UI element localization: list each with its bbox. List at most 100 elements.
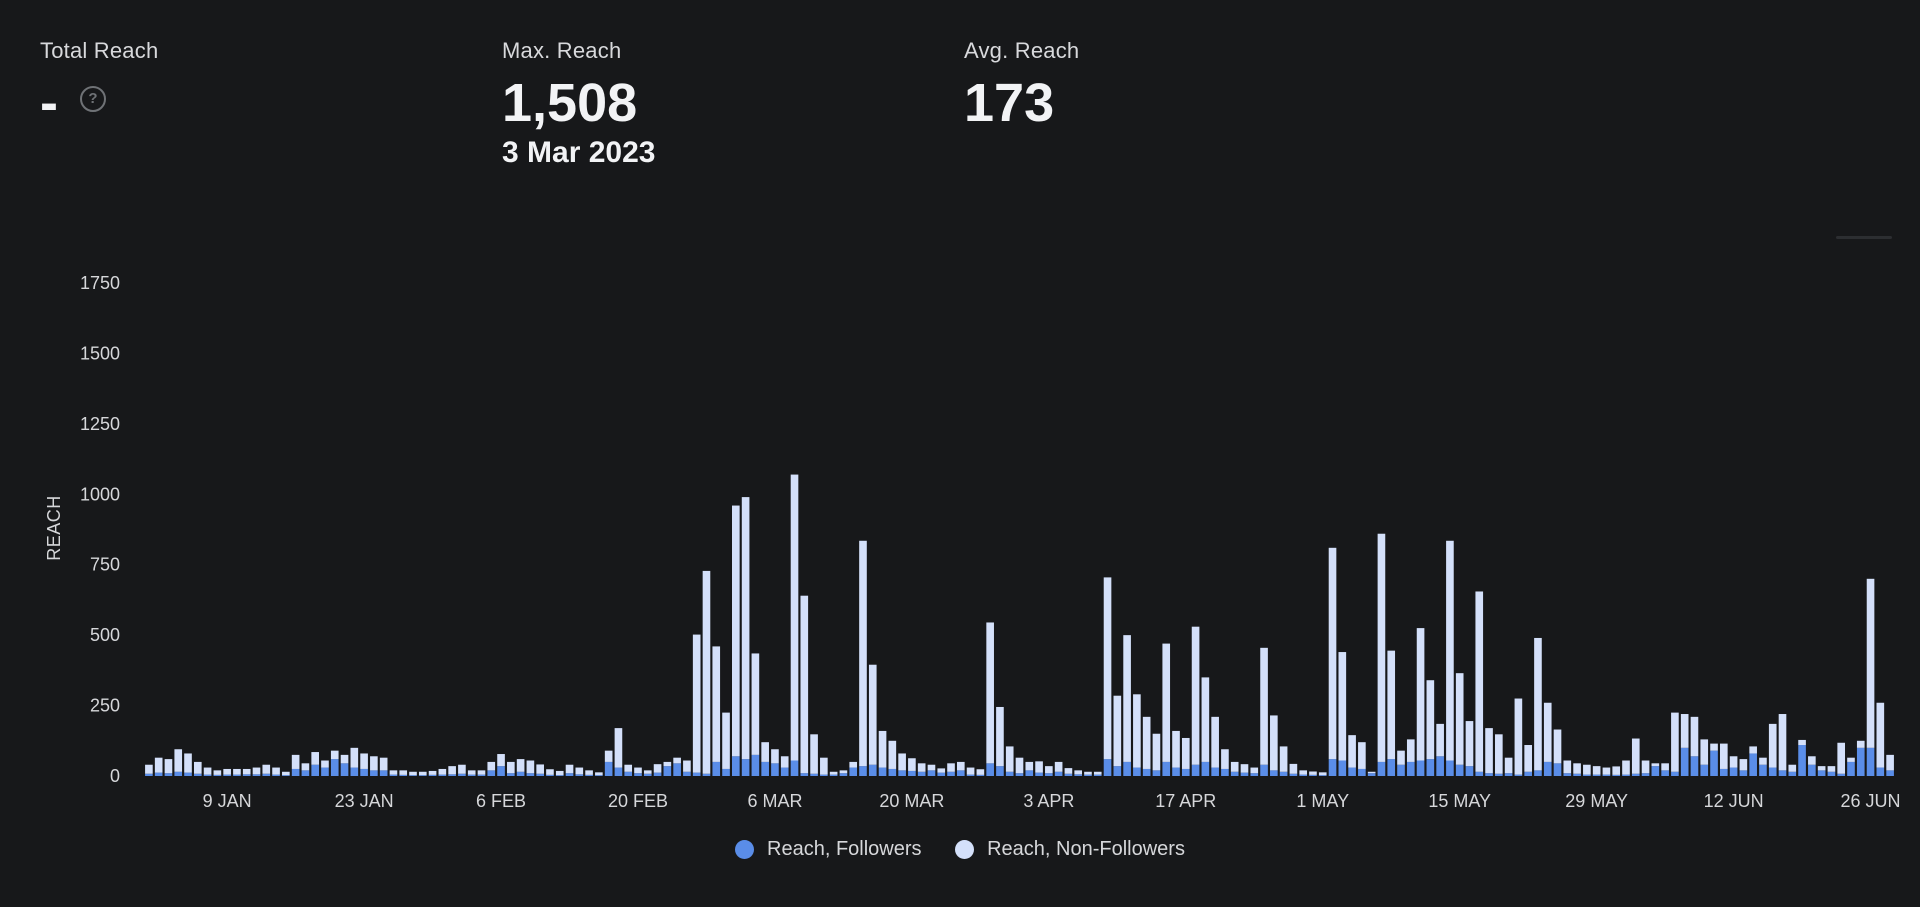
bar-non-followers[interactable] — [193, 761, 202, 774]
bar-non-followers[interactable] — [1348, 735, 1356, 768]
bar-followers[interactable] — [624, 771, 633, 776]
bar-followers[interactable] — [1504, 773, 1513, 776]
bar-non-followers[interactable] — [399, 770, 408, 775]
bar-non-followers[interactable] — [1671, 712, 1679, 772]
bar-non-followers[interactable] — [174, 749, 183, 772]
bar-non-followers[interactable] — [409, 771, 417, 776]
bar-non-followers[interactable] — [673, 757, 681, 764]
bar-followers[interactable] — [1270, 770, 1278, 776]
bar-non-followers[interactable] — [741, 497, 750, 760]
bar-followers[interactable] — [340, 763, 349, 776]
bar-followers[interactable] — [252, 774, 261, 776]
bar-non-followers[interactable] — [1054, 761, 1063, 772]
bar-non-followers[interactable] — [1025, 761, 1034, 771]
bar-followers[interactable] — [370, 770, 378, 776]
bar-followers[interactable] — [1837, 773, 1846, 776]
bar-followers[interactable] — [1015, 773, 1024, 776]
bar-non-followers[interactable] — [1798, 739, 1806, 746]
bar-followers[interactable] — [956, 770, 965, 776]
bar-non-followers[interactable] — [653, 764, 662, 773]
bar-non-followers[interactable] — [996, 706, 1004, 767]
bar-non-followers[interactable] — [1759, 757, 1767, 765]
bar-non-followers[interactable] — [1005, 746, 1014, 772]
bar-followers[interactable] — [1700, 764, 1709, 776]
bar-non-followers[interactable] — [1475, 591, 1484, 772]
bar-followers[interactable] — [790, 760, 799, 776]
bar-followers[interactable] — [722, 768, 730, 776]
bar-non-followers[interactable] — [438, 768, 447, 775]
bar-followers[interactable] — [1406, 761, 1415, 776]
bar-non-followers[interactable] — [702, 570, 711, 774]
bar-non-followers[interactable] — [986, 622, 994, 764]
bar-followers[interactable] — [1211, 767, 1219, 776]
bar-non-followers[interactable] — [624, 764, 633, 772]
bar-non-followers[interactable] — [1817, 766, 1826, 771]
bar-followers[interactable] — [1455, 764, 1464, 776]
bar-followers[interactable] — [780, 767, 789, 776]
bar-followers[interactable] — [634, 773, 642, 776]
bar-non-followers[interactable] — [751, 653, 760, 755]
bar-non-followers[interactable] — [966, 767, 975, 775]
bar-followers[interactable] — [1035, 772, 1043, 776]
bar-followers[interactable] — [546, 774, 554, 776]
bar-followers[interactable] — [350, 767, 359, 776]
bar-non-followers[interactable] — [1318, 772, 1327, 776]
bar-followers[interactable] — [428, 774, 437, 776]
bar-non-followers[interactable] — [1690, 716, 1699, 757]
bar-followers[interactable] — [908, 770, 916, 776]
bar-followers[interactable] — [409, 775, 417, 776]
bar-non-followers[interactable] — [1035, 761, 1043, 773]
bar-followers[interactable] — [604, 761, 613, 776]
bar-followers[interactable] — [820, 774, 828, 776]
bar-non-followers[interactable] — [340, 754, 349, 764]
bar-non-followers[interactable] — [829, 771, 838, 775]
bar-non-followers[interactable] — [917, 763, 926, 772]
bar-non-followers[interactable] — [282, 771, 290, 776]
bar-non-followers[interactable] — [859, 540, 867, 767]
bar-followers[interactable] — [1093, 774, 1102, 776]
bar-followers[interactable] — [1720, 768, 1728, 776]
bar-non-followers[interactable] — [780, 756, 789, 768]
bar-non-followers[interactable] — [330, 750, 339, 760]
bar-non-followers[interactable] — [262, 764, 271, 774]
bar-non-followers[interactable] — [1162, 643, 1171, 762]
bar-followers[interactable] — [868, 764, 877, 776]
bar-non-followers[interactable] — [1367, 771, 1376, 774]
bar-non-followers[interactable] — [1524, 745, 1532, 772]
bar-followers[interactable] — [1661, 770, 1669, 776]
bar-followers[interactable] — [1856, 747, 1865, 776]
bar-followers[interactable] — [418, 775, 427, 776]
bar-followers[interactable] — [751, 754, 760, 776]
bar-followers[interactable] — [1759, 764, 1767, 776]
bar-non-followers[interactable] — [1397, 750, 1405, 765]
bar-followers[interactable] — [1181, 768, 1190, 776]
bar-followers[interactable] — [1563, 773, 1572, 776]
bar-non-followers[interactable] — [164, 759, 173, 774]
bar-followers[interactable] — [164, 773, 173, 776]
bar-followers[interactable] — [663, 766, 672, 776]
bar-followers[interactable] — [1240, 772, 1249, 776]
bar-followers[interactable] — [1446, 760, 1454, 776]
bar-non-followers[interactable] — [1749, 746, 1757, 754]
bar-followers[interactable] — [536, 773, 544, 776]
bar-non-followers[interactable] — [1661, 763, 1669, 771]
bar-followers[interactable] — [1583, 774, 1591, 776]
bar-non-followers[interactable] — [145, 764, 153, 774]
bar-non-followers[interactable] — [1534, 637, 1542, 771]
bar-non-followers[interactable] — [1426, 680, 1435, 760]
bar-followers[interactable] — [1074, 774, 1083, 776]
bar-followers[interactable] — [1377, 761, 1386, 776]
bar-non-followers[interactable] — [937, 768, 946, 773]
bar-followers[interactable] — [1113, 766, 1122, 776]
bar-followers[interactable] — [1133, 767, 1141, 776]
bar-non-followers[interactable] — [1455, 673, 1464, 765]
bar-non-followers[interactable] — [1436, 723, 1444, 757]
bar-followers[interactable] — [193, 773, 202, 776]
bar-followers[interactable] — [282, 775, 290, 776]
bar-followers[interactable] — [565, 773, 574, 776]
bar-followers[interactable] — [761, 761, 769, 776]
bar-followers[interactable] — [829, 774, 838, 776]
bar-followers[interactable] — [1612, 774, 1621, 776]
bar-followers[interactable] — [145, 773, 153, 776]
bar-non-followers[interactable] — [575, 767, 584, 775]
